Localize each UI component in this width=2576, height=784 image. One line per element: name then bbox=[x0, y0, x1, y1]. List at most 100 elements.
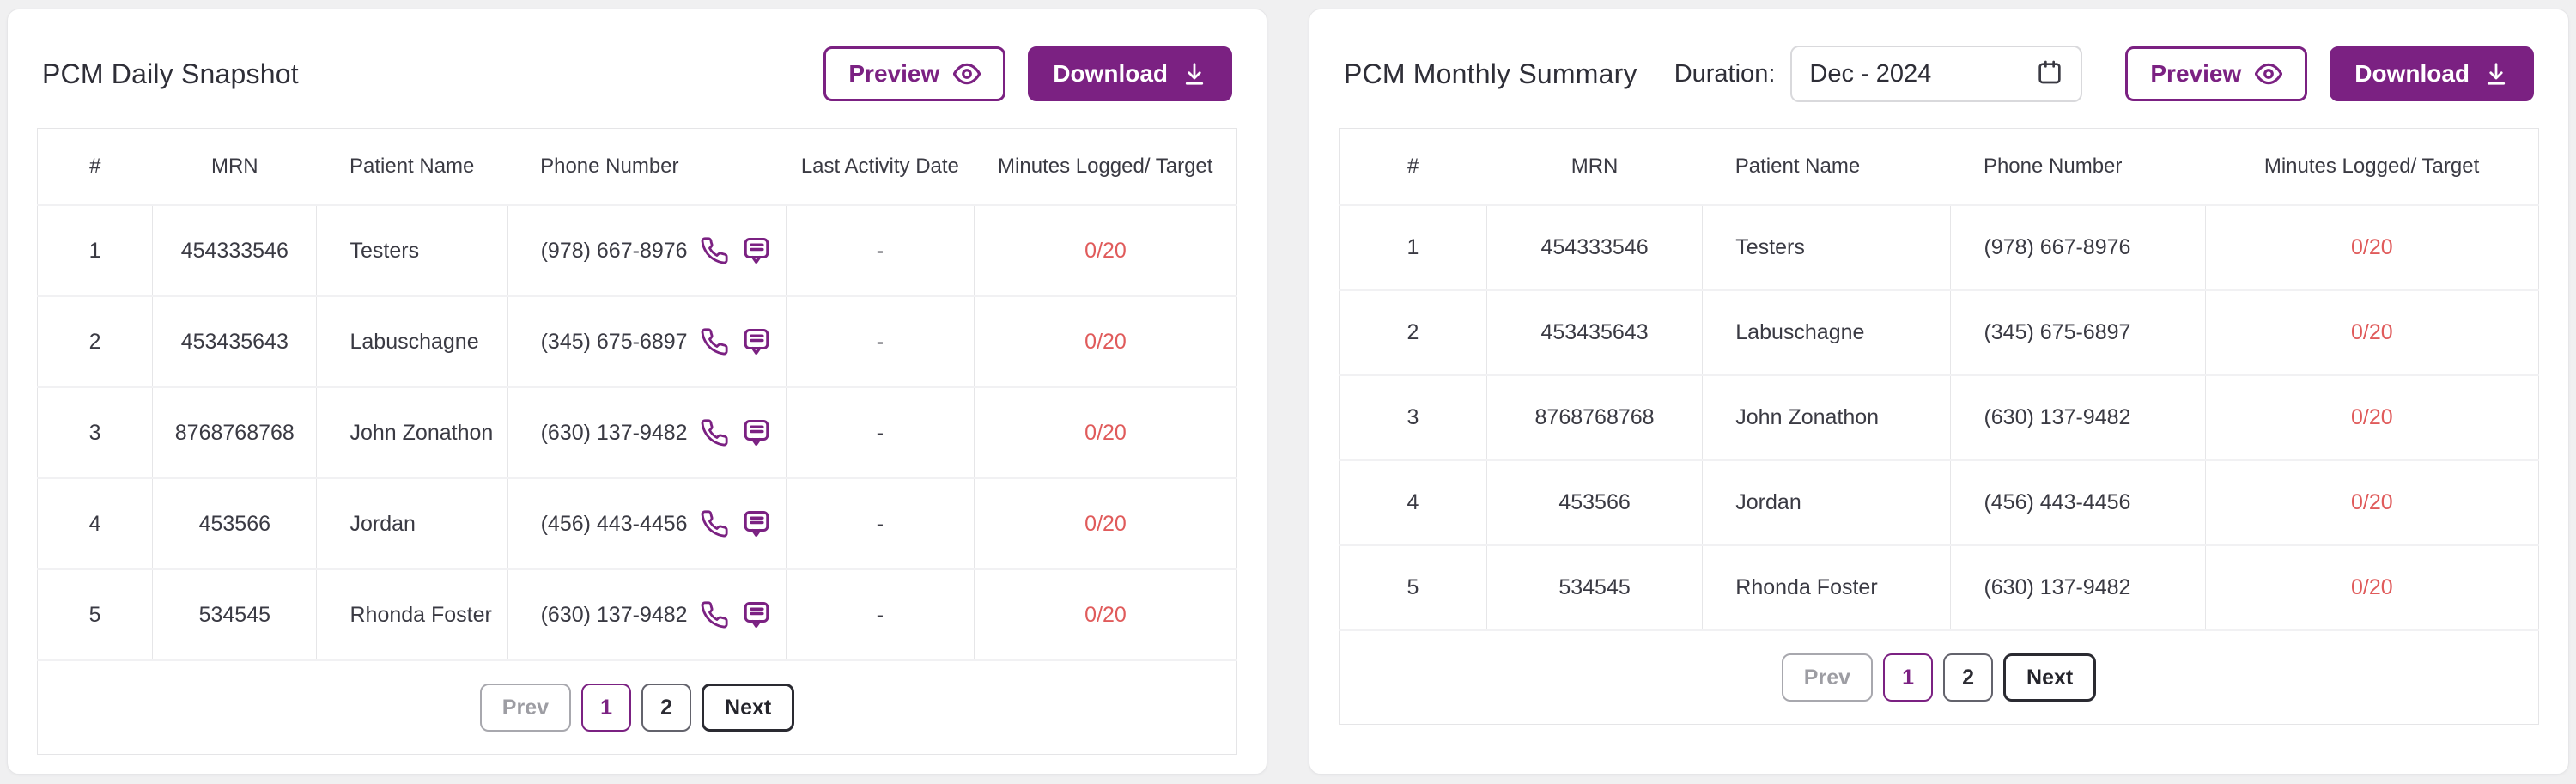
call-phone-icon[interactable] bbox=[700, 600, 729, 629]
cell-mrn: 453435643 bbox=[1485, 289, 1703, 375]
cell-minutes: 0/20 bbox=[2204, 204, 2539, 290]
page-2-button[interactable]: 2 bbox=[1943, 653, 1994, 702]
monthly-table-head: # MRN Patient Name Phone Number Minutes Logg… bbox=[1339, 128, 2539, 206]
pcm-monthly-summary-card: PCM Monthly Summary Duration: Dec - 2024 bbox=[1309, 9, 2569, 775]
daily-pagination: Prev 1 2 Next bbox=[45, 684, 1230, 732]
monthly-tbody: 1 454333546 Testers (978) 667-8976 0/20 2 4534… bbox=[1339, 204, 2539, 630]
cell-mrn: 454333546 bbox=[1485, 204, 1703, 290]
cell-phone: (456) 443-4456 bbox=[1950, 459, 2206, 545]
page-1-button[interactable]: 1 bbox=[1883, 653, 1934, 702]
cell-name: Rhonda Foster bbox=[316, 568, 508, 660]
column-header-minutes: Minutes Logged/ Target bbox=[974, 128, 1237, 206]
column-header-phone: Phone Number bbox=[507, 128, 787, 206]
table-row: 5 534545 Rhonda Foster (630) 137-9482 -0/20 bbox=[37, 568, 1237, 660]
cell-phone: (630) 137-9482 bbox=[507, 386, 787, 478]
chat-transcript-icon[interactable] bbox=[741, 599, 772, 630]
pagination-cell: Prev 1 2 Next bbox=[1339, 629, 2539, 725]
page-title: PCM Monthly Summary bbox=[1344, 58, 1637, 89]
cell-mrn: 8768768768 bbox=[1485, 374, 1703, 460]
pcm-daily-snapshot-card: PCM Daily Snapshot Preview Download bbox=[7, 9, 1267, 775]
duration-month-picker[interactable]: Dec - 2024 bbox=[1790, 46, 2083, 102]
cell-phone: (456) 443-4456 bbox=[507, 477, 787, 569]
call-phone-icon[interactable] bbox=[700, 509, 729, 538]
table-row: 1 454333546 Testers (978) 667-8976 -0/20 bbox=[37, 204, 1237, 296]
cell-minutes: 0/20 bbox=[974, 477, 1237, 569]
calendar-icon bbox=[2036, 58, 2063, 90]
download-button-label: Download bbox=[2354, 60, 2470, 87]
cell-num: 2 bbox=[37, 295, 153, 387]
cell-name: Rhonda Foster bbox=[1702, 544, 1951, 630]
cell-mrn: 453566 bbox=[1485, 459, 1703, 545]
download-button[interactable]: Download bbox=[2330, 46, 2534, 101]
call-phone-icon[interactable] bbox=[700, 418, 729, 447]
phone-number: (456) 443-4456 bbox=[540, 511, 688, 536]
eye-icon bbox=[953, 60, 981, 88]
cell-last_activity: - bbox=[785, 477, 975, 569]
phone-number: (345) 675-6897 bbox=[1984, 320, 2131, 344]
chat-transcript-icon[interactable] bbox=[741, 235, 772, 266]
preview-button-label: Preview bbox=[2150, 60, 2242, 87]
chat-transcript-icon[interactable] bbox=[741, 417, 772, 448]
cell-num: 4 bbox=[37, 477, 153, 569]
preview-button[interactable]: Preview bbox=[823, 46, 1006, 101]
duration-value: Dec - 2024 bbox=[1809, 59, 1932, 88]
cell-name: Testers bbox=[1702, 204, 1951, 290]
column-header-name: Patient Name bbox=[1702, 128, 1951, 206]
cell-mrn: 534545 bbox=[1485, 544, 1703, 630]
prev-button[interactable]: Prev bbox=[1781, 653, 1874, 702]
next-button[interactable]: Next bbox=[2003, 653, 2097, 702]
cell-mrn: 8768768768 bbox=[152, 386, 317, 478]
eye-icon bbox=[2255, 60, 2283, 88]
cell-phone: (630) 137-9482 bbox=[1950, 544, 2206, 630]
next-button[interactable]: Next bbox=[702, 684, 795, 732]
cell-name: Testers bbox=[316, 204, 508, 296]
download-icon bbox=[1182, 61, 1207, 87]
cell-num: 3 bbox=[1339, 374, 1487, 460]
call-phone-icon[interactable] bbox=[700, 327, 729, 356]
cell-minutes: 0/20 bbox=[974, 386, 1237, 478]
chat-transcript-icon[interactable] bbox=[741, 326, 772, 357]
cell-mrn: 534545 bbox=[152, 568, 317, 660]
page-1-button[interactable]: 1 bbox=[581, 684, 632, 732]
table-row: 5 534545 Rhonda Foster (630) 137-9482 0/20 bbox=[1339, 544, 2539, 630]
column-header-last_activity: Last Activity Date bbox=[786, 128, 975, 206]
cell-name: John Zonathon bbox=[316, 386, 508, 478]
call-phone-icon[interactable] bbox=[700, 236, 729, 265]
phone-number: (345) 675-6897 bbox=[540, 329, 688, 354]
download-icon bbox=[2483, 61, 2509, 87]
preview-button[interactable]: Preview bbox=[2125, 46, 2308, 101]
cell-last_activity: - bbox=[785, 568, 975, 660]
duration-group: Duration: Dec - 2024 bbox=[1674, 46, 2083, 102]
cell-name: Labuschagne bbox=[1702, 289, 1951, 375]
cell-name: Jordan bbox=[316, 477, 508, 569]
cell-minutes: 0/20 bbox=[2204, 459, 2539, 545]
cell-minutes: 0/20 bbox=[974, 568, 1237, 660]
column-header-mrn: MRN bbox=[152, 128, 317, 206]
cell-num: 1 bbox=[1339, 204, 1487, 290]
duration-label: Duration: bbox=[1674, 59, 1776, 88]
phone-number: (630) 137-9482 bbox=[540, 420, 688, 445]
chat-transcript-icon[interactable] bbox=[741, 508, 772, 539]
cell-mrn: 453566 bbox=[152, 477, 317, 569]
phone-number: (630) 137-9482 bbox=[540, 602, 688, 627]
cell-mrn: 453435643 bbox=[152, 295, 317, 387]
daily-table-head: # MRN Patient Name Phone Number Last Activit… bbox=[37, 128, 1237, 206]
cell-last_activity: - bbox=[785, 386, 975, 478]
prev-button[interactable]: Prev bbox=[479, 684, 572, 732]
cell-minutes: 0/20 bbox=[974, 204, 1237, 296]
download-button[interactable]: Download bbox=[1028, 46, 1232, 101]
column-header-num: # bbox=[1339, 128, 1487, 206]
monthly-pagination: Prev 1 2 Next bbox=[1346, 653, 2531, 702]
cell-name: Jordan bbox=[1702, 459, 1951, 545]
page-2-button[interactable]: 2 bbox=[641, 684, 692, 732]
cell-last_activity: - bbox=[785, 204, 975, 296]
monthly-summary-table: # MRN Patient Name Phone Number Minutes Logg… bbox=[1339, 128, 2539, 725]
column-header-phone: Phone Number bbox=[1950, 128, 2206, 206]
cell-mrn: 454333546 bbox=[152, 204, 317, 296]
phone-number: (630) 137-9482 bbox=[1984, 405, 2131, 429]
phone-number: (630) 137-9482 bbox=[1984, 575, 2131, 599]
cell-phone: (978) 667-8976 bbox=[1950, 204, 2206, 290]
cell-phone: (345) 675-6897 bbox=[507, 295, 787, 387]
phone-number: (978) 667-8976 bbox=[1984, 235, 2131, 259]
table-row: 4 453566 Jordan (456) 443-4456 0/20 bbox=[1339, 459, 2539, 545]
